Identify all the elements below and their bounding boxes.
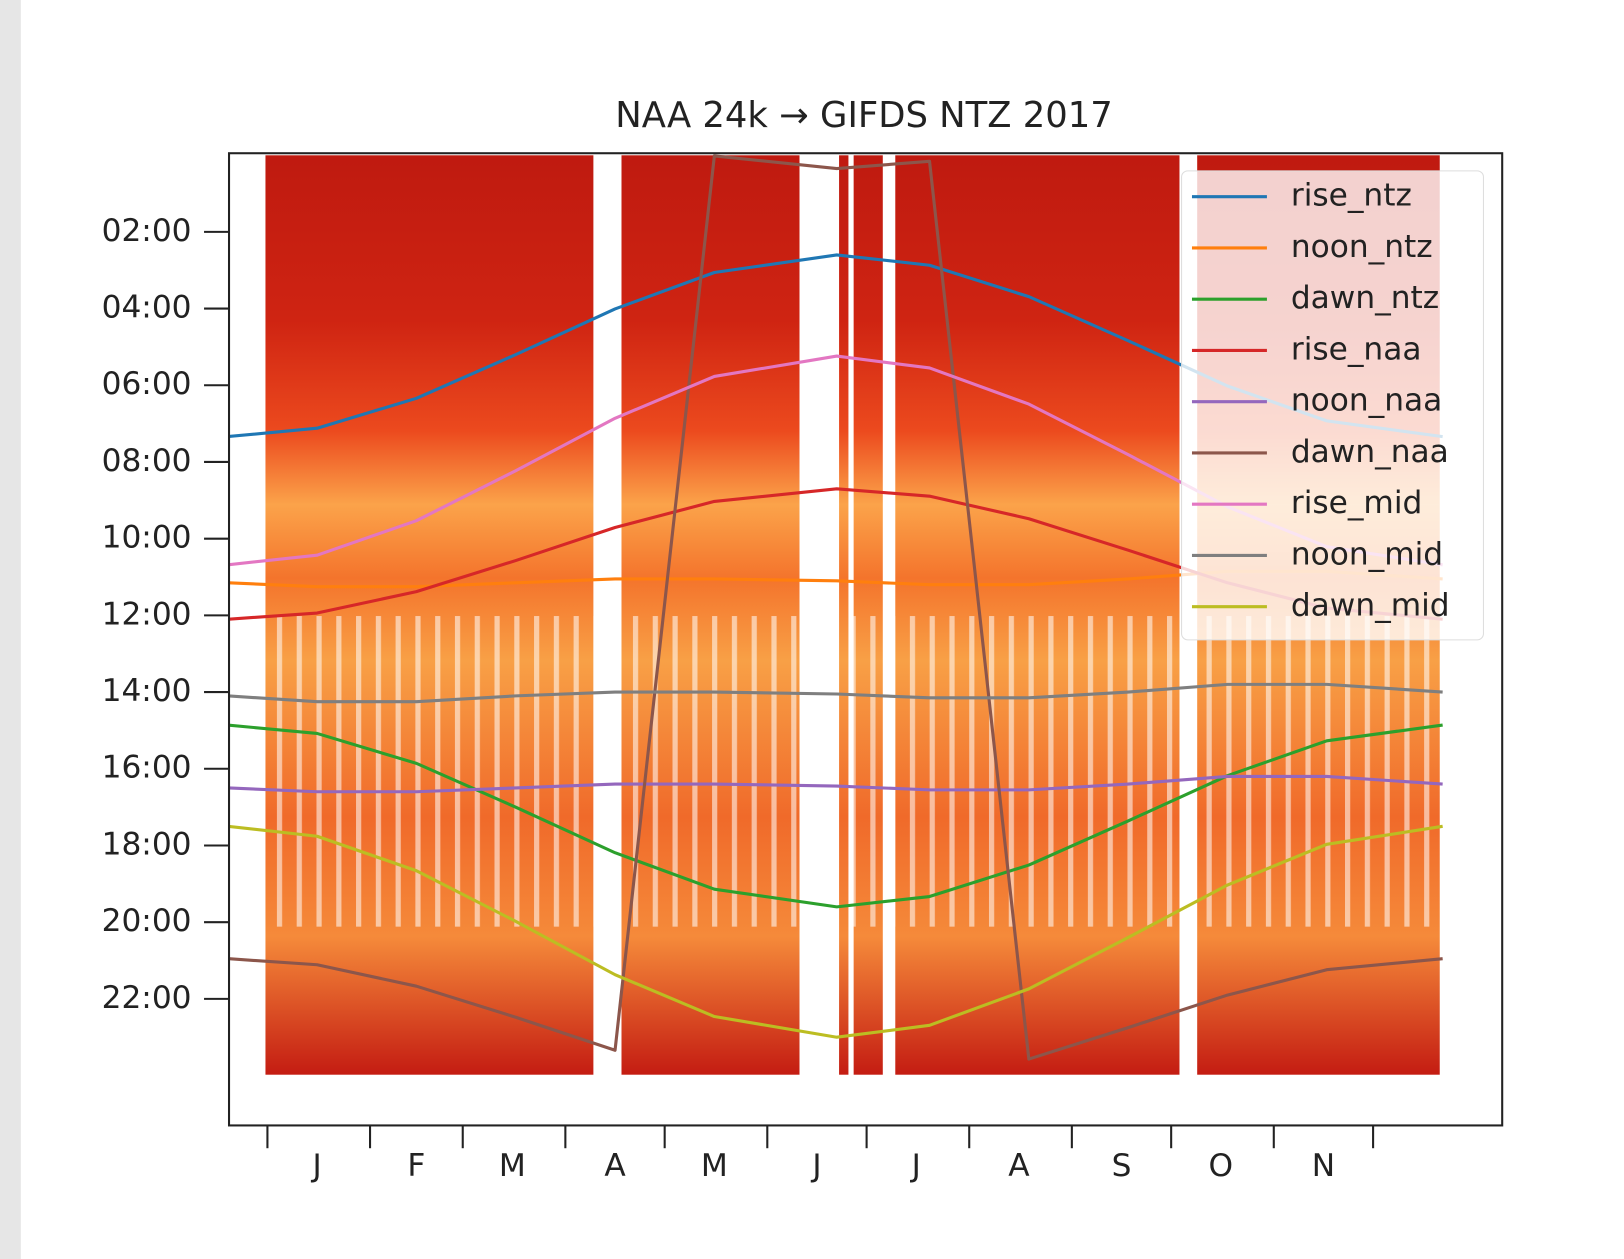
x-tick-label: A — [604, 1148, 626, 1184]
data-gap — [848, 153, 854, 1077]
y-tick-label: 06:00 — [102, 366, 192, 402]
series-line — [229, 154, 1443, 1061]
y-tick-label: 16:00 — [102, 750, 192, 786]
y-tick-label: 14:00 — [102, 673, 192, 709]
chart-title: NAA 24k → GIFDS NTZ 2017 — [615, 95, 1112, 136]
series-line — [229, 824, 1443, 1039]
legend-label: dawn_naa — [1291, 434, 1449, 470]
x-tick-label: F — [407, 1148, 425, 1184]
data-gap — [882, 153, 896, 1077]
side-strip — [0, 0, 21, 1259]
legend-label: dawn_mid — [1291, 588, 1450, 624]
legend-label: noon_ntz — [1291, 229, 1433, 265]
y-tick-label: 22:00 — [102, 980, 192, 1016]
legend-label: rise_mid — [1291, 485, 1422, 521]
y-tick-label: 10:00 — [102, 520, 192, 556]
data-gap — [593, 153, 622, 1077]
series-line — [229, 774, 1443, 794]
x-tick-label: O — [1209, 1148, 1234, 1184]
x-tick-label: J — [310, 1148, 321, 1184]
x-tick-label: A — [1008, 1148, 1030, 1184]
y-tick-label: 02:00 — [102, 213, 192, 249]
legend-label: noon_mid — [1291, 537, 1443, 573]
legend: rise_ntz noon_ntz dawn_ntz rise_naa noon_naa… — [1181, 170, 1484, 641]
y-tick-label: 18:00 — [102, 827, 192, 863]
legend-label: noon_naa — [1291, 383, 1442, 419]
y-tick-label: 12:00 — [102, 596, 192, 632]
legend-label: dawn_ntz — [1291, 280, 1439, 316]
x-tick-label: S — [1112, 1148, 1132, 1184]
x-tick-label: J — [910, 1148, 921, 1184]
x-tick-label: M — [701, 1148, 728, 1184]
data-gap — [799, 153, 840, 1077]
legend-label: rise_naa — [1291, 332, 1422, 368]
legend-label: rise_ntz — [1291, 178, 1412, 214]
y-tick-label: 08:00 — [102, 443, 192, 479]
y-tick-label: 04:00 — [102, 290, 192, 326]
x-tick-label: J — [810, 1148, 821, 1184]
x-tick-label: N — [1312, 1148, 1335, 1184]
x-tick-label: M — [499, 1148, 526, 1184]
y-tick-label: 20:00 — [102, 903, 192, 939]
series-line — [229, 682, 1443, 704]
legend-box — [1181, 170, 1484, 641]
